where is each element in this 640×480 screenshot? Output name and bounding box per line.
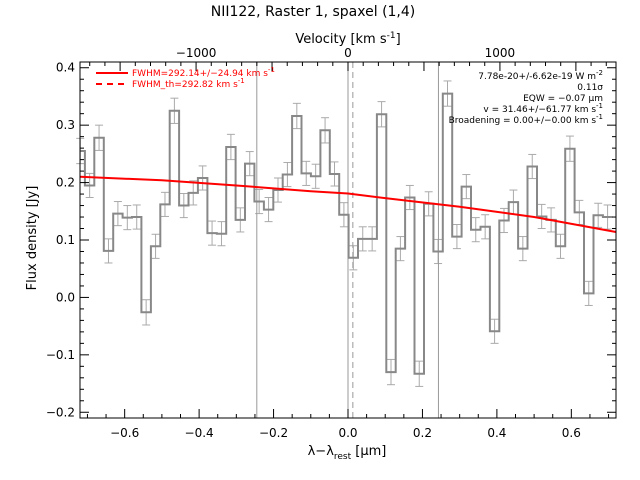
x-axis-label: λ−λrest [μm]	[308, 444, 387, 462]
y-tick-label: 0.2	[56, 176, 75, 190]
legend-label: FWHM_th=292.82 km s-1	[132, 77, 245, 90]
x-axis-label-sub: rest	[334, 452, 352, 462]
x2-ticks: −1000 0 1000	[89, 46, 607, 71]
fit-annotation: v = 31.46+/−61.77 km s-1	[483, 102, 603, 115]
chart-title: NII122, Raster 1, spaxel (1,4)	[211, 4, 416, 20]
top-axis-label: Velocity [km s-1]	[295, 31, 400, 47]
x-axis-label-text: λ−λ	[308, 444, 335, 459]
spectrum-series	[80, 92, 613, 375]
y-tick-label: −0.1	[46, 348, 75, 362]
x2-tick-label: 0	[344, 46, 352, 60]
y-tick-label: −0.2	[46, 405, 75, 419]
top-axis-label-text: Velocity [km s	[295, 32, 387, 47]
legend-label: FWHM=292.14+/−24.94 km s-1	[132, 66, 275, 79]
x-tick-label: 0.2	[413, 426, 432, 440]
y-tick-label: 0.3	[56, 118, 75, 132]
error-bars	[76, 80, 612, 387]
top-axis-label-end: ]	[396, 32, 401, 47]
y-ticks: −0.2 −0.1 0.0 0.1 0.2 0.3 0.4	[46, 61, 616, 419]
top-axis-label-sup: -1	[387, 31, 396, 41]
y-tick-label: 0.1	[56, 233, 75, 247]
y-tick-label: 0.0	[56, 290, 75, 304]
y-tick-label: 0.4	[56, 61, 75, 75]
x-tick-label: 0.6	[562, 426, 581, 440]
x-tick-label: −0.6	[110, 426, 139, 440]
x2-tick-label: 1000	[485, 46, 516, 60]
fit-annotation: EQW = −0.07 μm	[523, 94, 603, 104]
x-tick-label: −0.2	[259, 426, 288, 440]
fit-annotation: Broadening = 0.00+/−0.00 km s-1	[449, 113, 603, 126]
x-axis-label-unit: [μm]	[351, 444, 386, 459]
x-tick-label: 0.0	[338, 426, 357, 440]
fit-series	[79, 175, 617, 233]
x-tick-label: −0.4	[185, 426, 214, 440]
x-ticks: −0.6 −0.4 −0.2 0.0 0.2 0.4 0.6	[86, 409, 610, 440]
x-tick-label: 0.4	[487, 426, 506, 440]
legend: FWHM=292.14+/−24.94 km s-1FWHM_th=292.82…	[96, 66, 275, 90]
y-axis-label: Flux density [Jy]	[25, 186, 40, 291]
fit-annotation: 0.11σ	[577, 83, 603, 93]
x2-tick-label: −1000	[176, 46, 217, 60]
fit-annotation: 7.78e-20+/-6.62e-19 W m-2	[478, 69, 603, 82]
